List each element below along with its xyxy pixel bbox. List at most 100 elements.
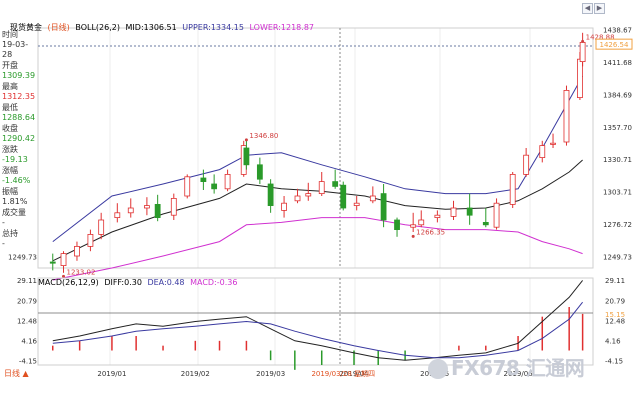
candle (224, 169, 231, 192)
y-tick-label: 1249.73 (603, 253, 632, 261)
candle (170, 193, 177, 220)
chart-header: 现货黄金 (日线) BOLL(26,2) MID:1306.51 UPPER:1… (10, 22, 317, 33)
x-tick-label: 2019/03 (256, 370, 285, 378)
boll-upper-line (52, 75, 584, 242)
boll-lines (52, 75, 584, 281)
candle-body (170, 197, 177, 216)
candle-body (369, 195, 376, 202)
y-tick-label: 1303.71 (603, 189, 632, 197)
candle (154, 194, 161, 222)
macd-y-tick-label-left: 20.79 (17, 297, 37, 305)
candle-body (281, 202, 287, 211)
candle (353, 196, 360, 211)
boll-label: BOLL(26,2) (75, 23, 120, 32)
candle (74, 241, 80, 261)
nav-right-button[interactable]: ▶ (594, 3, 605, 14)
candle-body (184, 176, 191, 197)
low-label: 最低 (2, 103, 18, 112)
candle (493, 198, 500, 230)
macd-y-tick-label-left: 29.11 (17, 277, 37, 285)
hold-value: - (2, 239, 5, 248)
macd-header: MACD(26,12,9) DIFF:0.30 DEA:0.48 MACD:-0… (38, 278, 240, 287)
candle-body (114, 212, 121, 219)
candle-body (539, 145, 546, 159)
low-value: 1288.64 (2, 113, 36, 122)
candle (143, 197, 150, 216)
candle (114, 203, 121, 223)
candle (539, 140, 546, 163)
candle (434, 210, 441, 223)
time-label: 时间 (2, 30, 18, 39)
candle (579, 32, 586, 67)
candle-body (418, 219, 425, 226)
volume-label: 成交量 (2, 208, 26, 217)
high-label: 最高 (2, 82, 18, 91)
candle (305, 182, 312, 201)
annotation-marker (581, 39, 585, 43)
y-tick-label: 1276.72 (603, 221, 632, 229)
watermark-icon (428, 359, 448, 379)
macd-title: MACD(26,12,9) (38, 278, 99, 287)
last-price-tag-label: 1426.54 (600, 41, 629, 49)
macd-diff-value: DIFF:0.30 (104, 278, 142, 287)
macd-y-tick-label-right: 29.11 (605, 277, 625, 285)
candle-body (450, 207, 457, 217)
macd-dea-line (52, 301, 583, 359)
y-tick-label: 1411.68 (603, 59, 632, 67)
candle-body (509, 173, 516, 205)
candle (184, 174, 191, 199)
macd-y-tick-label-right: 4.16 (605, 337, 621, 345)
candle (281, 196, 287, 218)
boll-mid-line (52, 159, 583, 262)
candle-body (318, 181, 325, 195)
candle-body (60, 253, 67, 267)
close-label: 收盘 (2, 124, 18, 133)
candle-body (563, 90, 570, 143)
candle (200, 169, 207, 190)
cursor-date-label: 2019/03/28 星期四 (311, 370, 375, 378)
macd-y-tick-label-left: -4.15 (19, 358, 37, 366)
macd-y-tick-label-left: 12.48 (17, 317, 37, 325)
candle (340, 181, 347, 211)
candle-body (49, 261, 56, 264)
change-label: 涨跌 (2, 145, 18, 154)
candle (418, 210, 425, 228)
plot-frame (37, 27, 594, 269)
candle (482, 208, 489, 228)
macd-current-tag: 15.15 (605, 311, 625, 319)
candle-body (332, 181, 339, 187)
y-tick-label: 1357.70 (603, 124, 632, 132)
y-tick-label-left: 1249.73 (8, 253, 37, 261)
y-tick-label: 1330.71 (603, 156, 632, 164)
last-price-tag-box (595, 38, 633, 50)
candle (466, 193, 473, 225)
macd-value: MACD:-0.36 (190, 278, 238, 287)
macd-frame (37, 277, 594, 366)
x-tick-label: 2019/01 (97, 370, 126, 378)
candle (243, 140, 250, 170)
candle (60, 251, 67, 273)
volume-value: - (2, 218, 5, 227)
candle-body (353, 202, 360, 206)
candle-body (579, 42, 586, 63)
hold-label: 总持 (2, 229, 18, 238)
annotation-marker (244, 138, 248, 142)
nav-left-button[interactable]: ◀ (582, 3, 593, 14)
candle-body (294, 195, 301, 202)
open-label: 开盘 (2, 61, 18, 70)
candle-body (550, 142, 556, 145)
instrument-title: 现货黄金 (10, 23, 42, 32)
annotation-marker (62, 274, 66, 278)
macd-y-tick-label-right: -4.15 (605, 358, 623, 366)
watermark-text: FX678 汇通网 (451, 356, 585, 380)
macd-diff-line (52, 280, 583, 361)
amplitude-label: 振幅 (2, 187, 18, 196)
macd-y-tick-label-left: 4.16 (21, 337, 37, 345)
change-value: -19.13 (2, 155, 28, 164)
candle-body (482, 221, 489, 226)
candle-body (87, 233, 94, 247)
period-selector-button[interactable]: 日线 ▲ (4, 369, 29, 378)
main-chart: 1346.80 1233.02 1266.35 1428.88 1438.67 1411… (8, 27, 633, 281)
time-value: 19-03-28 (2, 40, 29, 59)
candle (49, 253, 56, 271)
